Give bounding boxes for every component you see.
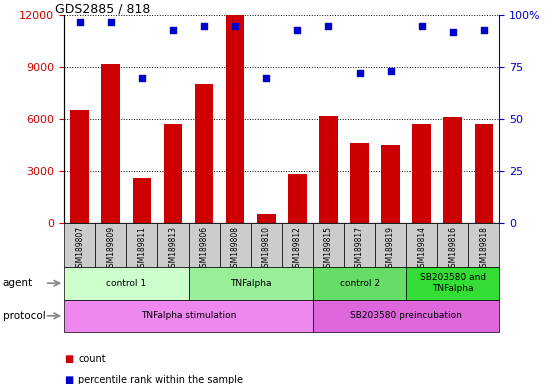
Text: TNFalpha stimulation: TNFalpha stimulation bbox=[141, 311, 236, 320]
Bar bbox=[220, 223, 251, 267]
Bar bbox=[313, 223, 344, 267]
Bar bbox=[319, 116, 338, 223]
Bar bbox=[102, 64, 120, 223]
Point bbox=[169, 27, 177, 33]
Point bbox=[386, 68, 395, 74]
Point bbox=[75, 18, 84, 25]
Text: count: count bbox=[78, 354, 106, 364]
Text: GSM189813: GSM189813 bbox=[169, 226, 177, 272]
Text: GSM189809: GSM189809 bbox=[107, 226, 116, 272]
Text: GSM189814: GSM189814 bbox=[417, 226, 426, 272]
Text: ■: ■ bbox=[64, 375, 74, 384]
Point bbox=[479, 27, 488, 33]
Bar bbox=[288, 174, 307, 223]
Point bbox=[324, 23, 333, 29]
Text: GSM189812: GSM189812 bbox=[293, 226, 302, 272]
Point bbox=[107, 18, 116, 25]
Point bbox=[230, 23, 239, 29]
Text: GSM189818: GSM189818 bbox=[479, 226, 488, 272]
Bar bbox=[406, 267, 499, 300]
Point bbox=[448, 29, 457, 35]
Text: GSM189819: GSM189819 bbox=[386, 226, 395, 272]
Text: control 2: control 2 bbox=[339, 279, 379, 288]
Text: agent: agent bbox=[3, 278, 33, 288]
Bar bbox=[163, 124, 182, 223]
Bar bbox=[444, 118, 462, 223]
Text: protocol: protocol bbox=[3, 311, 46, 321]
Text: GSM189815: GSM189815 bbox=[324, 226, 333, 272]
Bar bbox=[251, 223, 282, 267]
Bar bbox=[189, 223, 220, 267]
Text: percentile rank within the sample: percentile rank within the sample bbox=[78, 375, 243, 384]
Point bbox=[355, 70, 364, 76]
Text: control 1: control 1 bbox=[106, 279, 146, 288]
Bar bbox=[468, 223, 499, 267]
Bar bbox=[126, 223, 157, 267]
Bar bbox=[375, 223, 406, 267]
Text: GSM189807: GSM189807 bbox=[75, 226, 84, 272]
Text: ■: ■ bbox=[64, 354, 74, 364]
Bar bbox=[226, 15, 244, 223]
Bar bbox=[64, 300, 313, 332]
Text: SB203580 preincubation: SB203580 preincubation bbox=[350, 311, 462, 320]
Bar bbox=[195, 84, 213, 223]
Bar bbox=[350, 143, 369, 223]
Bar bbox=[64, 223, 95, 267]
Bar bbox=[474, 124, 493, 223]
Bar bbox=[406, 223, 437, 267]
Point bbox=[137, 74, 146, 81]
Bar bbox=[257, 214, 276, 223]
Text: GSM189811: GSM189811 bbox=[137, 226, 146, 272]
Text: GSM189806: GSM189806 bbox=[200, 226, 209, 272]
Point bbox=[417, 23, 426, 29]
Bar bbox=[437, 223, 468, 267]
Text: GSM189816: GSM189816 bbox=[448, 226, 457, 272]
Bar bbox=[412, 124, 431, 223]
Bar bbox=[282, 223, 313, 267]
Bar bbox=[313, 300, 499, 332]
Bar bbox=[344, 223, 375, 267]
Bar bbox=[64, 267, 189, 300]
Bar bbox=[313, 267, 406, 300]
Bar bbox=[381, 145, 400, 223]
Text: TNFalpha: TNFalpha bbox=[230, 279, 271, 288]
Point bbox=[293, 27, 302, 33]
Bar bbox=[189, 267, 313, 300]
Text: GSM189817: GSM189817 bbox=[355, 226, 364, 272]
Text: GSM189808: GSM189808 bbox=[230, 226, 239, 272]
Point bbox=[200, 23, 209, 29]
Bar bbox=[95, 223, 126, 267]
Text: GSM189810: GSM189810 bbox=[262, 226, 271, 272]
Bar bbox=[70, 111, 89, 223]
Bar bbox=[133, 178, 151, 223]
Bar bbox=[157, 223, 189, 267]
Text: GDS2885 / 818: GDS2885 / 818 bbox=[55, 2, 151, 15]
Point bbox=[262, 74, 271, 81]
Text: SB203580 and
TNFalpha: SB203580 and TNFalpha bbox=[420, 273, 486, 293]
